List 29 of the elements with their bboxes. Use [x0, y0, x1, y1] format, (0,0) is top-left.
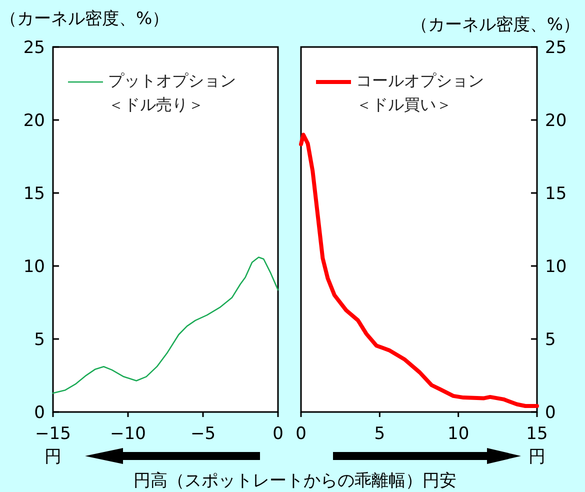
y-tick-label: 25	[23, 38, 45, 58]
x-tick-label: 10	[448, 424, 470, 444]
y-tick-label: 0	[34, 403, 45, 423]
y-axis-title: （カーネル密度、%）	[0, 9, 170, 29]
text: 円	[44, 447, 62, 467]
x-tick-label: 0	[296, 424, 306, 444]
y2-tick-label: 15	[545, 184, 567, 204]
line-series	[299, 132, 539, 408]
x-tick-label: 5	[374, 424, 386, 444]
y2-tick-label: 5	[545, 330, 556, 350]
y-tick-label: 20	[23, 111, 45, 131]
y2-axis-title: （カーネル密度、%）	[410, 15, 580, 35]
legend-label: プットオプション＜ドル売り＞	[108, 70, 237, 116]
x-tick-label: −15	[35, 424, 71, 444]
x-tick-label: −5	[190, 424, 216, 444]
y2-tick-label: 20	[545, 111, 567, 131]
x-tick-label: 15	[526, 424, 548, 444]
text: 円	[528, 447, 546, 467]
y2-tick-label: 25	[545, 38, 567, 58]
line-series	[52, 256, 279, 394]
y-tick-label: 10	[23, 257, 45, 277]
x-tick-label: −10	[110, 424, 146, 444]
legend-label: コールオプション＜ドル買い＞	[356, 70, 485, 116]
y-tick-label: 15	[23, 184, 45, 204]
y2-tick-label: 0	[545, 403, 556, 423]
text: 円高（スポットレートからの乖離幅）円安	[134, 471, 456, 491]
y-tick-label: 5	[34, 330, 45, 350]
y2-tick-label: 10	[545, 257, 567, 277]
x-tick-label: 0	[272, 424, 284, 444]
